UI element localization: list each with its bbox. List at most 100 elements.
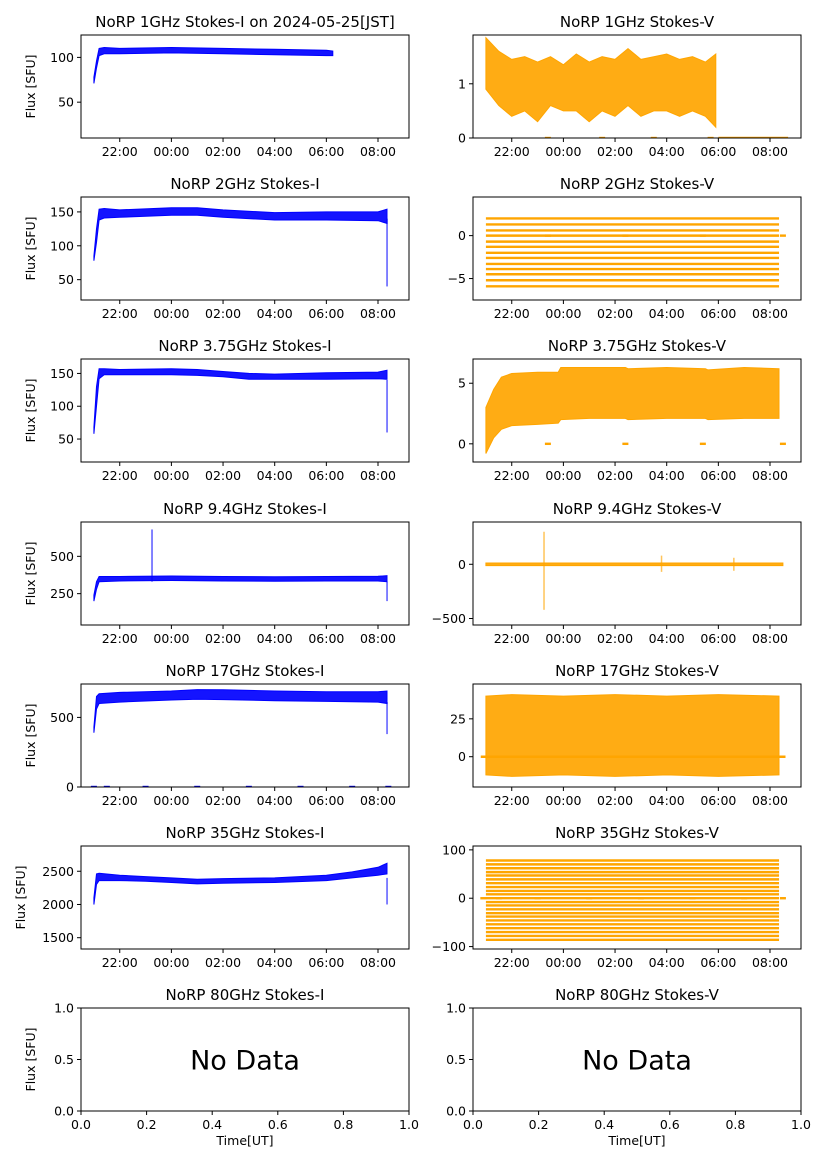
chart-title: NoRP 3.75GHz Stokes-I xyxy=(158,337,331,355)
x-tick-label: 04:00 xyxy=(649,468,685,483)
x-tick-label: 02:00 xyxy=(597,306,633,321)
x-tick-label: 08:00 xyxy=(752,306,788,321)
x-tick-label: 22:00 xyxy=(102,631,138,646)
x-tick-label: 0.2 xyxy=(529,1117,549,1132)
chart-title: NoRP 80GHz Stokes-I xyxy=(166,986,325,1004)
zero-marker xyxy=(599,136,606,138)
no-data-annotation: No Data xyxy=(190,1046,300,1077)
plot-area xyxy=(485,36,789,138)
x-tick-label: 02:00 xyxy=(205,306,241,321)
x-tick-label: 04:00 xyxy=(257,955,293,970)
zero-marker xyxy=(779,442,786,446)
x-tick-label: 06:00 xyxy=(700,955,736,970)
series-band-0 xyxy=(485,562,784,567)
x-tick-label: 02:00 xyxy=(205,793,241,808)
chart-title: NoRP 9.4GHz Stokes-V xyxy=(553,500,722,518)
y-tick-label: −5 xyxy=(448,271,466,286)
x-tick-label: 04:00 xyxy=(649,793,685,808)
y-tick-label: 0 xyxy=(458,749,466,764)
zero-marker xyxy=(544,442,551,446)
y-tick-label: 2500 xyxy=(42,864,74,879)
x-tick-label: 1.0 xyxy=(399,1117,419,1132)
zero-marker xyxy=(534,897,541,900)
series-band-0 xyxy=(485,366,780,454)
x-tick-label: 00:00 xyxy=(153,306,189,321)
x-tick-label: 02:00 xyxy=(205,144,241,159)
x-tick-label: 1.0 xyxy=(791,1117,811,1132)
x-tick-label: 08:00 xyxy=(360,306,396,321)
x-tick-label: 22:00 xyxy=(102,793,138,808)
y-axis-label: Flux [SFU] xyxy=(13,866,28,930)
x-tick-label: 02:00 xyxy=(597,468,633,483)
chart-title: NoRP 9.4GHz Stokes-I xyxy=(163,500,327,518)
plot-area xyxy=(485,531,784,610)
x-tick-label: 08:00 xyxy=(752,955,788,970)
x-tick-label: 06:00 xyxy=(308,306,344,321)
x-tick-label: 02:00 xyxy=(597,955,633,970)
x-tick-label: 22:00 xyxy=(494,955,530,970)
y-tick-label: 0.0 xyxy=(54,1104,74,1119)
series-band-0 xyxy=(485,36,717,129)
axes-frame xyxy=(472,358,802,463)
x-tick-label: 02:00 xyxy=(597,144,633,159)
zero-marker xyxy=(544,234,551,237)
zero-marker xyxy=(637,897,644,900)
zero-marker xyxy=(622,442,629,446)
y-tick-label: 5 xyxy=(458,376,466,391)
x-tick-label: 06:00 xyxy=(700,144,736,159)
y-tick-label: 25 xyxy=(450,711,466,726)
x-tick-label: 08:00 xyxy=(360,631,396,646)
plot-area xyxy=(90,689,392,787)
zero-marker xyxy=(699,234,706,237)
panel-2ghz-v: NoRP 2GHz Stokes-V 22:00 00:00 02:00 04:00 06… xyxy=(448,175,802,321)
axes-frame xyxy=(472,521,802,626)
plot-area xyxy=(93,529,388,602)
y-axis-label: Flux [SFU] xyxy=(23,542,38,606)
panel-80ghz-i: NoRP 80GHz Stokes-I 0.0 0.2 0.4 0.6 0.8 1.0 0.0… xyxy=(23,986,419,1148)
y-axis-label: Flux [SFU] xyxy=(23,704,38,768)
axes-frame xyxy=(472,683,802,788)
y-tick-label: 50 xyxy=(58,272,74,287)
axes-frame xyxy=(80,34,410,139)
zero-marker xyxy=(650,136,657,138)
y-tick-label: 1 xyxy=(458,76,466,91)
panel-35ghz-i: NoRP 35GHz Stokes-I 22:00 00:00 02:00 04:00 0… xyxy=(13,824,410,970)
panel-375ghz-v: NoRP 3.75GHz Stokes-V 22:00 00:00 02:00 04:0… xyxy=(458,337,802,483)
zero-marker xyxy=(586,897,593,900)
zero-marker xyxy=(689,897,696,900)
y-tick-label: 50 xyxy=(58,95,74,110)
x-tick-label: 04:00 xyxy=(649,306,685,321)
panel-1ghz-v: NoRP 1GHz Stokes-V 22:00 00:00 02:00 04:00 06… xyxy=(458,13,802,159)
x-tick-label: 04:00 xyxy=(649,631,685,646)
x-tick-label: 0.6 xyxy=(660,1117,680,1132)
x-tick-label: 0.4 xyxy=(202,1117,222,1132)
x-tick-label: 0.0 xyxy=(463,1117,483,1132)
x-tick-label: 08:00 xyxy=(360,793,396,808)
zero-marker xyxy=(622,234,629,237)
x-tick-label: 0.4 xyxy=(594,1117,614,1132)
x-tick-label: 08:00 xyxy=(360,955,396,970)
x-tick-label: 0.8 xyxy=(333,1117,353,1132)
series-band-0 xyxy=(485,694,780,777)
zero-marker xyxy=(779,897,786,900)
y-tick-label: 0 xyxy=(458,131,466,146)
axes-frame xyxy=(472,34,802,139)
x-tick-label: 06:00 xyxy=(308,144,344,159)
zero-marker xyxy=(245,785,252,787)
x-tick-label: 02:00 xyxy=(597,793,633,808)
y-tick-label: 0.0 xyxy=(446,1104,466,1119)
y-tick-label: 250 xyxy=(50,586,74,601)
zero-marker xyxy=(699,442,706,446)
y-tick-label: 100 xyxy=(50,50,74,65)
series-band-0 xyxy=(93,46,334,84)
y-tick-label: 0 xyxy=(458,436,466,451)
panel-17ghz-i: NoRP 17GHz Stokes-I 22:00 00:00 02:00 04:00 0… xyxy=(23,662,410,808)
x-tick-label: 22:00 xyxy=(494,306,530,321)
y-tick-label: 100 xyxy=(50,238,74,253)
x-tick-label: 06:00 xyxy=(700,631,736,646)
x-tick-label: 22:00 xyxy=(494,468,530,483)
y-tick-label: 0.5 xyxy=(54,1052,74,1067)
x-tick-label: 0.8 xyxy=(725,1117,745,1132)
zero-marker xyxy=(480,897,487,900)
